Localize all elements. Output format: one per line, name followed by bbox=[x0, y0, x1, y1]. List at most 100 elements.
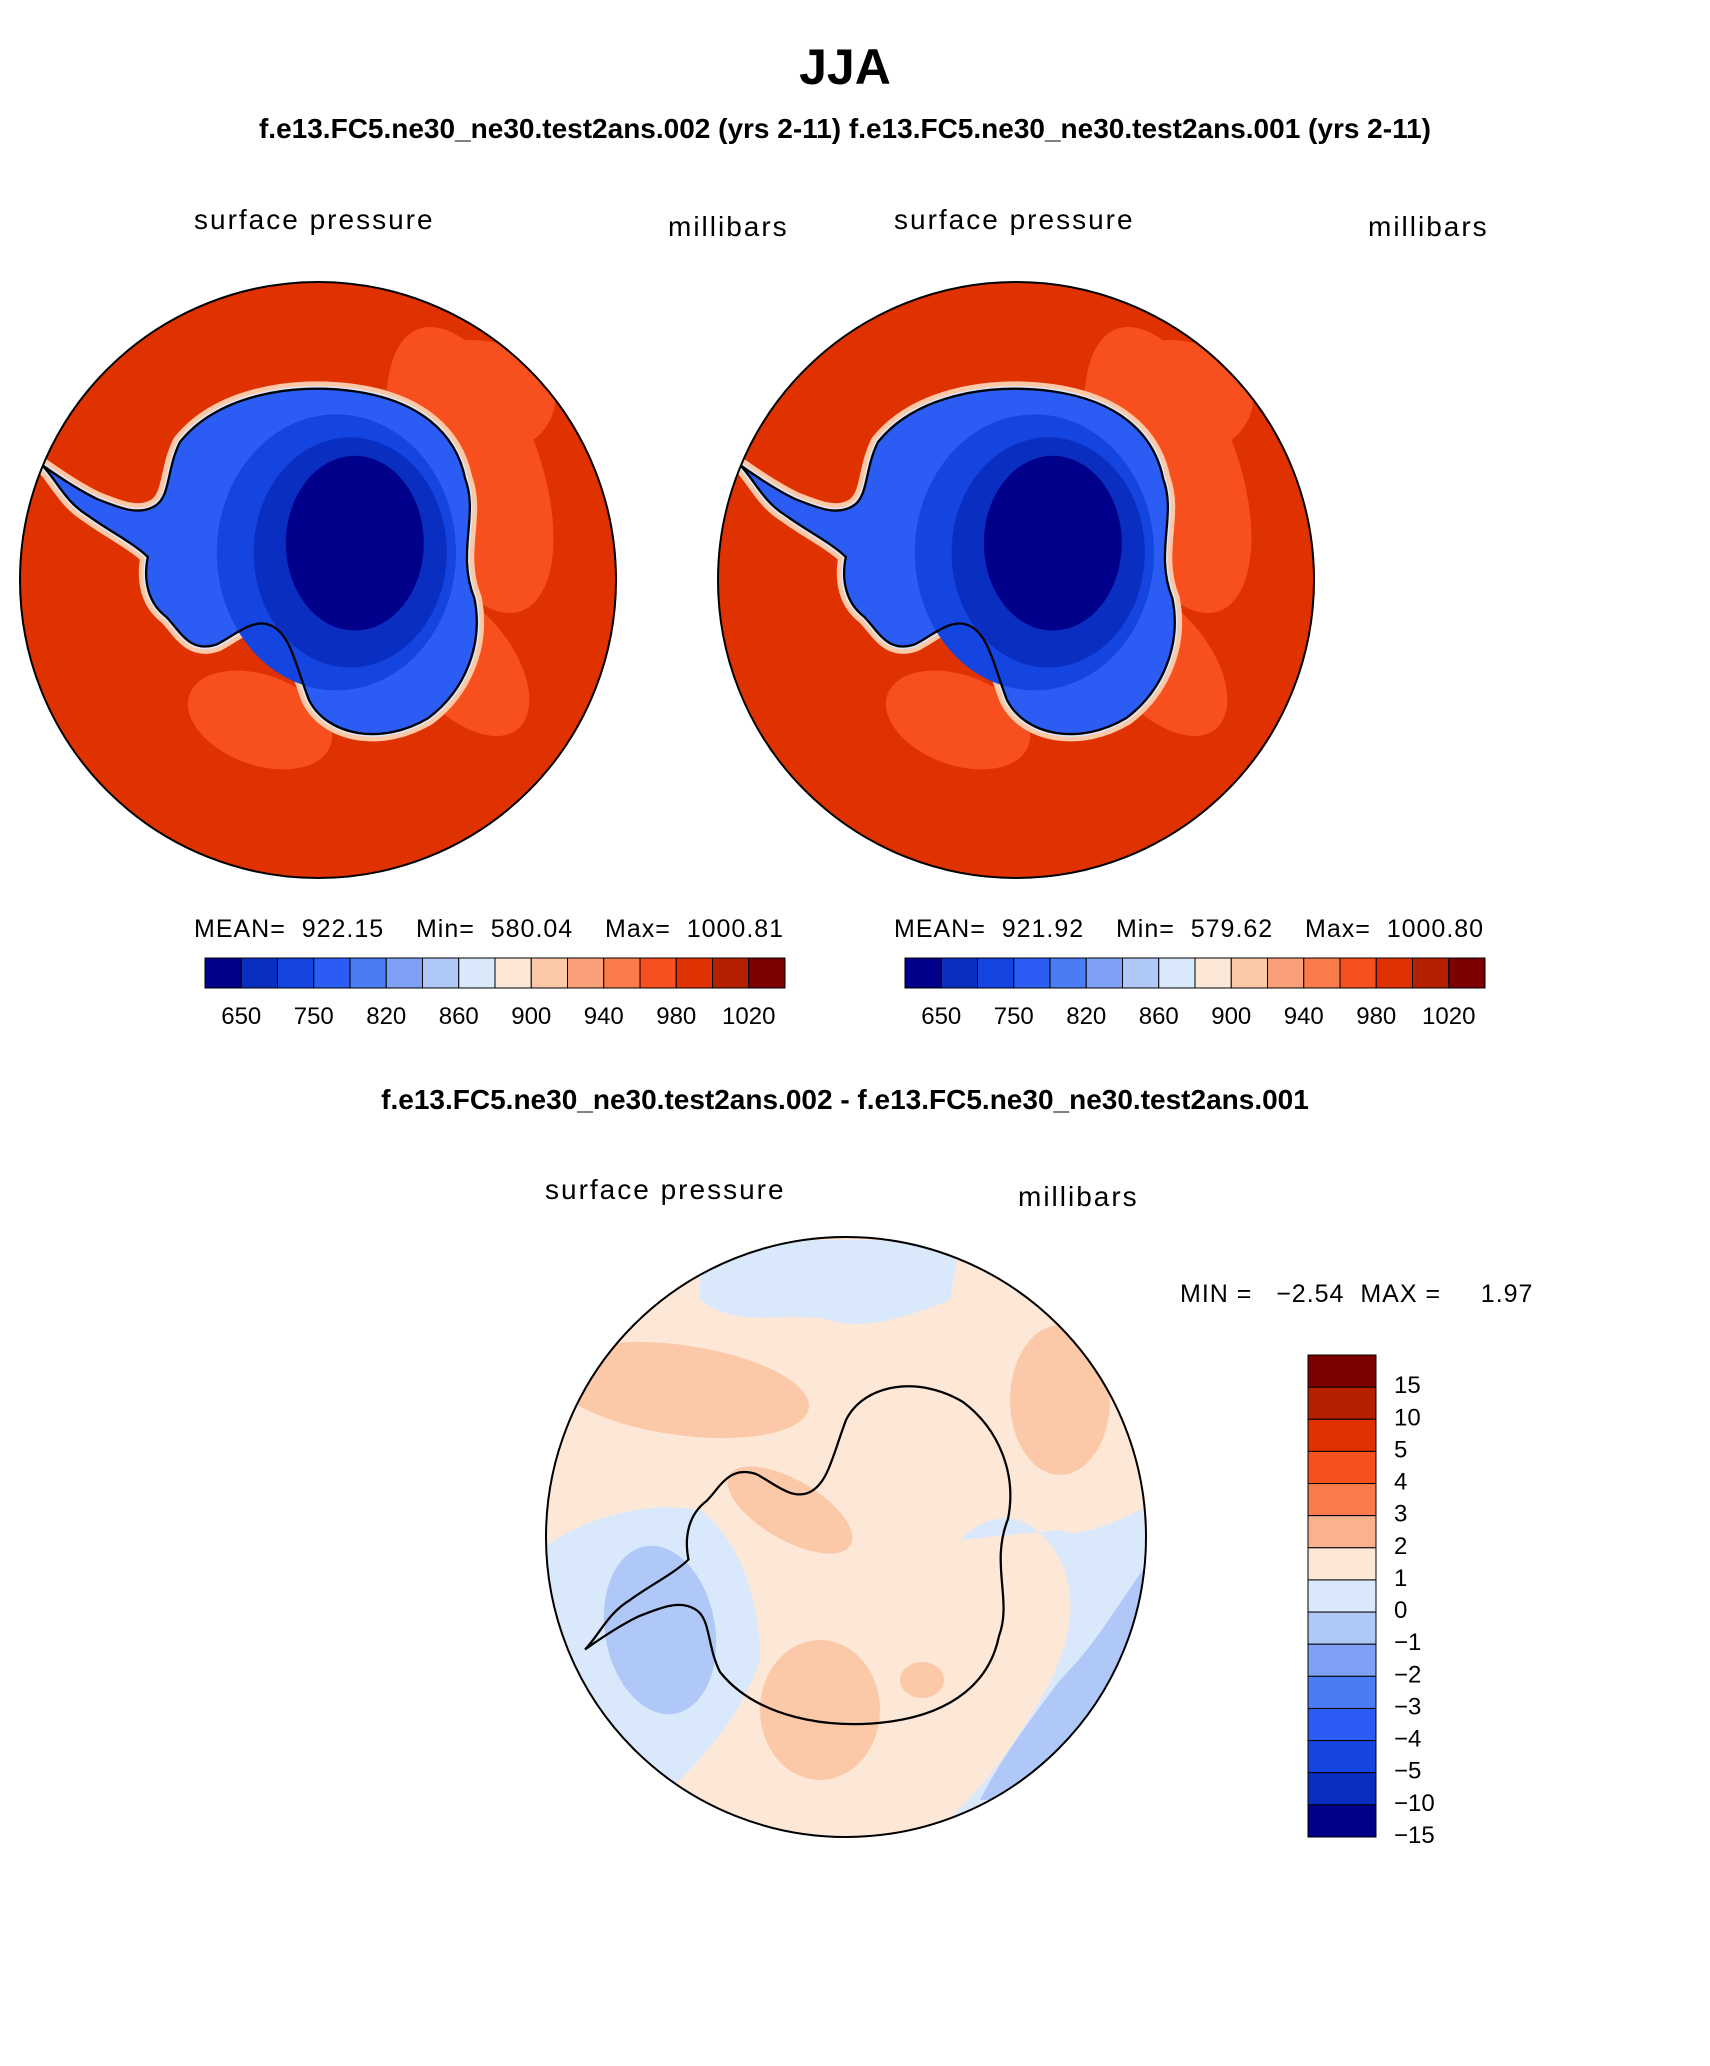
colorbar-label: 980 bbox=[656, 1003, 696, 1030]
colorbar-swatch bbox=[977, 957, 1015, 989]
colorbar-swatch bbox=[385, 957, 423, 989]
panel-right-units: millibars bbox=[1368, 211, 1489, 242]
colorbar-label: 2 bbox=[1394, 1533, 1407, 1560]
panel-right-map bbox=[718, 282, 1314, 878]
panel-left-colorbar: 650 750 820 860 900 940 980 1020 bbox=[204, 957, 786, 1030]
colorbar-swatch bbox=[313, 957, 351, 989]
colorbar-swatch bbox=[940, 957, 978, 989]
panel-right-map-border bbox=[717, 281, 1315, 879]
colorbar-swatch bbox=[1267, 957, 1305, 989]
colorbar-label: −1 bbox=[1394, 1629, 1421, 1656]
colorbar-label: 860 bbox=[1139, 1003, 1179, 1030]
diff-minmax: MIN = −2.54 MAX = 1.97 bbox=[1180, 1280, 1533, 1308]
colorbar-swatch bbox=[1307, 1643, 1377, 1677]
panel-right-colorbar: 650 750 820 860 900 940 980 1020 bbox=[904, 957, 1486, 1030]
colorbar-swatch bbox=[675, 957, 713, 989]
panel-right-stats: MEAN= 921.92 Min= 579.62 Max= 1000.80 bbox=[894, 915, 1484, 943]
colorbar-label: 900 bbox=[1211, 1003, 1251, 1030]
colorbar-swatch bbox=[204, 957, 242, 989]
colorbar-swatch bbox=[240, 957, 278, 989]
colorbar-swatch bbox=[1412, 957, 1450, 989]
colorbar-label: −15 bbox=[1394, 1822, 1435, 1849]
figure-title: JJA bbox=[799, 39, 891, 95]
colorbar-swatch bbox=[712, 957, 750, 989]
colorbar-label: 1020 bbox=[722, 1003, 775, 1030]
figure-subtitle: f.e13.FC5.ne30_ne30.test2ans.002 (yrs 2-… bbox=[259, 113, 1431, 144]
colorbar-swatch bbox=[1307, 1450, 1377, 1485]
colorbar-label: −10 bbox=[1394, 1790, 1435, 1817]
panel-right: surface pressure millibars MEAN= 921.92 … bbox=[717, 204, 1489, 1030]
panel-left-units: millibars bbox=[668, 211, 789, 242]
colorbar-swatch bbox=[1307, 1675, 1377, 1709]
diff-map-border bbox=[545, 1236, 1147, 1838]
colorbar-swatch bbox=[1158, 957, 1196, 989]
colorbar-label: −2 bbox=[1394, 1661, 1421, 1688]
colorbar-label: 1 bbox=[1394, 1565, 1407, 1592]
colorbar-swatch bbox=[530, 957, 568, 989]
colorbar-swatch bbox=[904, 957, 942, 989]
colorbar-label: 900 bbox=[511, 1003, 551, 1030]
colorbar-swatch bbox=[1013, 957, 1051, 989]
colorbar-swatch bbox=[1307, 1579, 1377, 1613]
colorbar-swatch bbox=[1307, 1611, 1377, 1645]
colorbar-swatch bbox=[1230, 957, 1268, 989]
colorbar-label: 1020 bbox=[1422, 1003, 1475, 1030]
colorbar-label: 10 bbox=[1394, 1404, 1421, 1431]
colorbar-swatch bbox=[1307, 1483, 1377, 1517]
colorbar-swatch bbox=[567, 957, 605, 989]
colorbar-swatch bbox=[349, 957, 387, 989]
colorbar-swatch bbox=[1307, 1386, 1377, 1420]
colorbar-label: 3 bbox=[1394, 1501, 1407, 1528]
colorbar-swatch bbox=[1448, 957, 1486, 989]
colorbar-swatch bbox=[1375, 957, 1413, 989]
panel-left-map bbox=[20, 282, 616, 878]
panel-left-map-border bbox=[19, 281, 617, 879]
colorbar-swatch bbox=[1085, 957, 1123, 989]
colorbar-label: 940 bbox=[584, 1003, 624, 1030]
colorbar-label: 860 bbox=[439, 1003, 479, 1030]
panel-right-variable: surface pressure bbox=[894, 204, 1135, 235]
colorbar-swatch bbox=[1307, 1740, 1377, 1774]
colorbar-swatch bbox=[1307, 1547, 1377, 1581]
colorbar-label: 940 bbox=[1284, 1003, 1324, 1030]
colorbar-label: 650 bbox=[221, 1003, 261, 1030]
colorbar-label: 980 bbox=[1356, 1003, 1396, 1030]
colorbar-label: 5 bbox=[1394, 1436, 1407, 1463]
colorbar-label: 0 bbox=[1394, 1597, 1407, 1624]
diff-variable: surface pressure bbox=[545, 1174, 786, 1205]
diff-units: millibars bbox=[1018, 1181, 1139, 1212]
colorbar-swatch bbox=[1307, 1418, 1377, 1452]
colorbar-label: 15 bbox=[1394, 1372, 1421, 1399]
colorbar-label: 820 bbox=[366, 1003, 406, 1030]
colorbar-label: −3 bbox=[1394, 1693, 1421, 1720]
colorbar-swatch bbox=[748, 957, 786, 989]
colorbar-swatch bbox=[1307, 1515, 1377, 1549]
diff-map bbox=[546, 1237, 1146, 1837]
diff-panel: f.e13.FC5.ne30_ne30.test2ans.002 - f.e13… bbox=[381, 1084, 1533, 1849]
colorbar-swatch bbox=[1122, 957, 1160, 989]
colorbar-label: −5 bbox=[1394, 1758, 1421, 1785]
colorbar-swatch bbox=[639, 957, 677, 989]
colorbar-swatch bbox=[603, 957, 641, 989]
colorbar-label: 4 bbox=[1394, 1469, 1407, 1496]
colorbar-swatch bbox=[1307, 1804, 1377, 1838]
colorbar-label: −4 bbox=[1394, 1726, 1421, 1753]
colorbar-label: 820 bbox=[1066, 1003, 1106, 1030]
colorbar-swatch bbox=[1307, 1772, 1377, 1806]
colorbar-swatch bbox=[1303, 957, 1341, 989]
panel-left: surface pressure millibars MEAN= 922.15 … bbox=[19, 204, 789, 1030]
colorbar-swatch bbox=[494, 957, 532, 989]
diff-title: f.e13.FC5.ne30_ne30.test2ans.002 - f.e13… bbox=[381, 1084, 1309, 1115]
colorbar-swatch bbox=[1307, 1354, 1377, 1388]
colorbar-swatch bbox=[422, 957, 460, 989]
colorbar-swatch bbox=[1339, 957, 1377, 989]
panel-left-variable: surface pressure bbox=[194, 204, 435, 235]
colorbar-label: 750 bbox=[994, 1003, 1034, 1030]
colorbar-swatch bbox=[1307, 1707, 1377, 1742]
colorbar-swatch bbox=[1049, 957, 1087, 989]
panel-left-stats: MEAN= 922.15 Min= 580.04 Max= 1000.81 bbox=[194, 915, 784, 943]
colorbar-label: 650 bbox=[921, 1003, 961, 1030]
colorbar-label: 750 bbox=[294, 1003, 334, 1030]
